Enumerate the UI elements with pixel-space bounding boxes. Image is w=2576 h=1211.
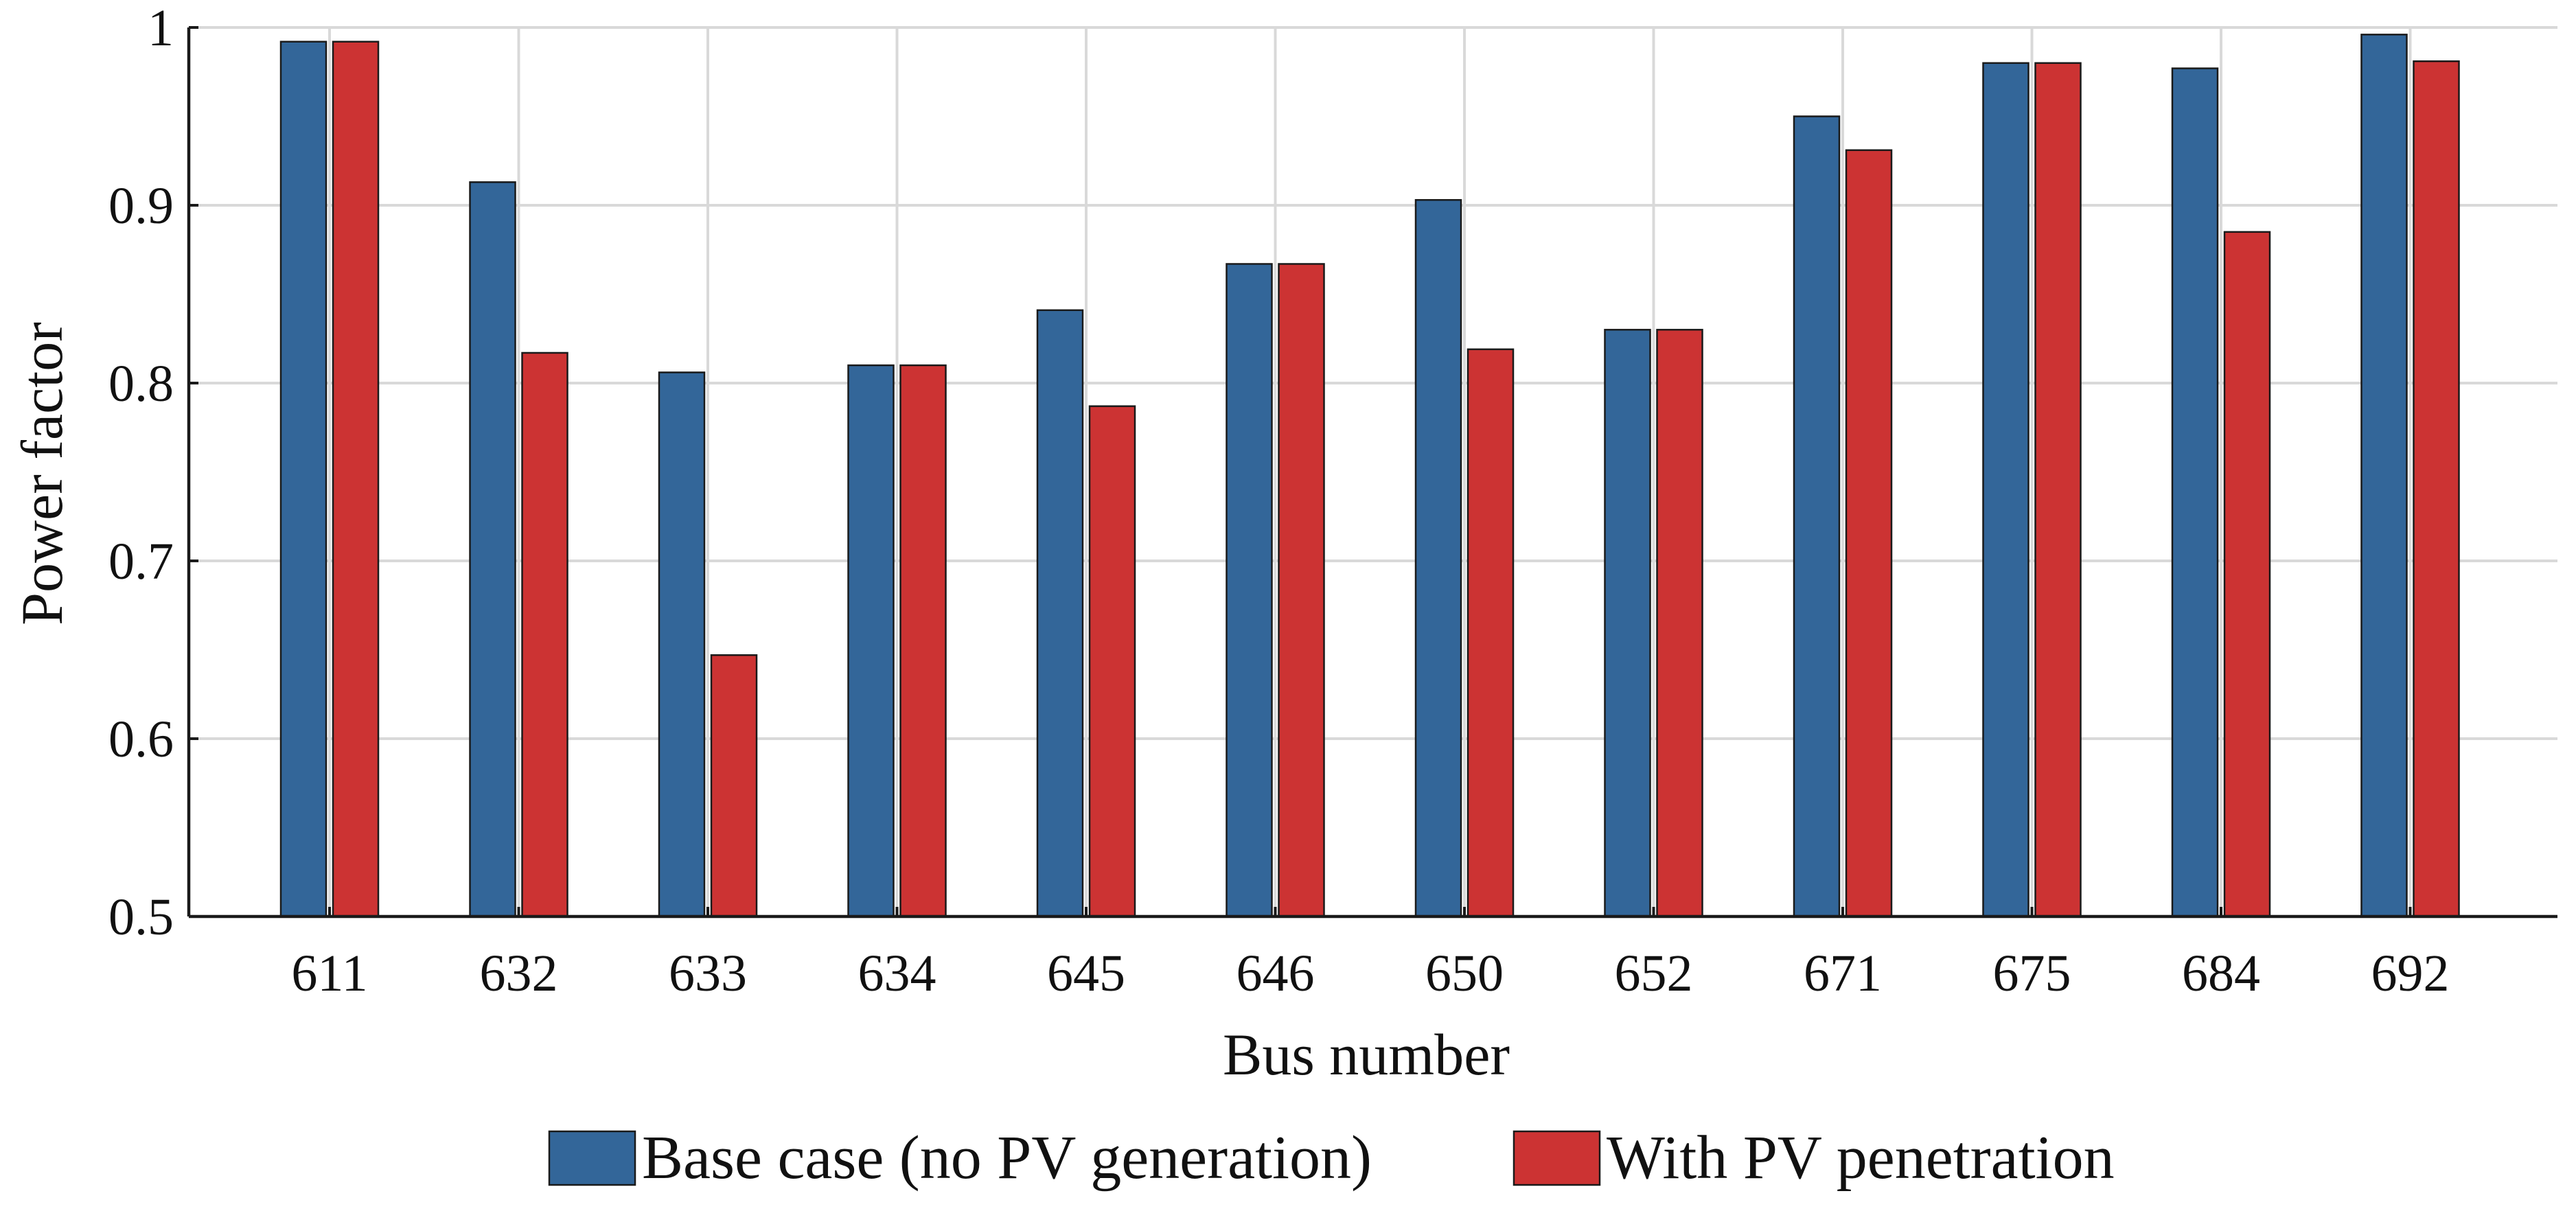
bar-base-case-633	[658, 371, 706, 918]
y-tick-label-0.5: 0.5	[108, 888, 174, 946]
grid	[189, 26, 2557, 916]
x-tick-label-671: 671	[1804, 945, 1882, 1002]
bar-base-case-692	[2360, 34, 2408, 918]
bar-with-pv-684	[2223, 231, 2271, 918]
y-tick-label-0.8: 0.8	[108, 355, 174, 413]
bar-with-pv-633	[710, 654, 758, 918]
bar-base-case-634	[847, 364, 895, 918]
bar-base-case-650	[1414, 198, 1462, 918]
y-axis-title: Power factor	[9, 322, 75, 625]
bar-base-case-645	[1036, 309, 1084, 918]
y-tick-label-0.7: 0.7	[108, 533, 174, 590]
bar-base-case-646	[1226, 263, 1273, 918]
legend-label-base-case: Base case (no PV generation)	[642, 1124, 1372, 1192]
x-tick-label-645: 645	[1047, 945, 1125, 1002]
bar-with-pv-645	[1088, 405, 1136, 918]
bar-base-case-611	[279, 41, 327, 918]
bar-base-case-652	[1604, 329, 1651, 918]
axes	[187, 26, 2557, 919]
x-tick-label-692: 692	[2371, 945, 2450, 1002]
bars	[279, 34, 2460, 918]
x-axis-title: Bus number	[1223, 1022, 1510, 1087]
bar-with-pv-675	[2034, 62, 2082, 918]
x-tick-label-684: 684	[2182, 945, 2260, 1002]
x-tick-label-646: 646	[1237, 945, 1315, 1002]
y-tick-label-1: 1	[148, 0, 174, 57]
bar-with-pv-611	[332, 41, 380, 918]
x-tick-label-632: 632	[480, 945, 558, 1002]
y-tick-labels: 0.5 0.6 0.7 0.8 0.9 1	[108, 0, 174, 946]
x-tick-label-652: 652	[1615, 945, 1693, 1002]
x-tick-labels: 611 632 633 634 645 646 650 652 671 675 684 692	[291, 945, 2449, 1002]
x-tick-label-611: 611	[291, 945, 367, 1002]
legend-swatch-base-case	[548, 1130, 636, 1186]
bar-base-case-632	[469, 181, 516, 918]
x-tick-label-634: 634	[858, 945, 936, 1002]
legend-swatch-with-pv	[1513, 1130, 1601, 1186]
legend-label-with-pv: With PV penetration	[1607, 1124, 2115, 1192]
bar-with-pv-634	[899, 364, 947, 918]
bar-with-pv-632	[521, 351, 568, 918]
legend: Base case (no PV generation) With PV pen…	[548, 1124, 2115, 1192]
x-tick-label-633: 633	[669, 945, 747, 1002]
bar-with-pv-650	[1467, 348, 1515, 918]
x-tick-label-650: 650	[1425, 945, 1504, 1002]
bar-with-pv-646	[1278, 263, 1325, 918]
bar-base-case-671	[1793, 115, 1841, 918]
bar-with-pv-671	[1845, 149, 1893, 918]
x-tick-label-675: 675	[1993, 945, 2071, 1002]
y-tick-label-0.9: 0.9	[108, 177, 174, 235]
bar-base-case-684	[2171, 67, 2219, 918]
bar-base-case-675	[1982, 62, 2029, 918]
bar-with-pv-652	[1656, 329, 1703, 918]
y-tick-label-0.6: 0.6	[108, 711, 174, 768]
bar-with-pv-692	[2413, 60, 2460, 918]
